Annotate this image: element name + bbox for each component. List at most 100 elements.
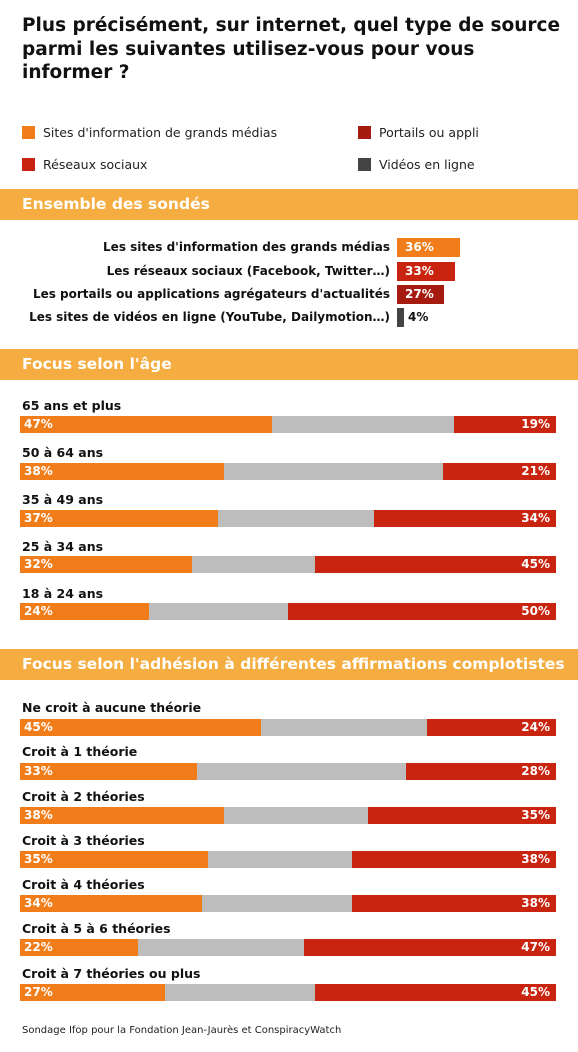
segment-value-label: 34% <box>521 511 550 525</box>
stacked-bar: 38% 35% <box>20 807 556 824</box>
group-label: 35 à 49 ans <box>22 492 104 507</box>
stacked-bar: 32% 45% <box>20 556 556 573</box>
segment-value-label: 35% <box>24 852 53 866</box>
ensemble-bar <box>397 238 460 257</box>
legend-swatch <box>358 158 371 171</box>
segment-reseaux-sociaux <box>454 416 556 433</box>
segment-value-label: 27% <box>24 985 53 999</box>
legend-label: Sites d'information de grands médias <box>43 125 278 140</box>
stacked-bar: 47% 19% <box>20 416 556 433</box>
segment-value-label: 24% <box>521 720 550 734</box>
segment-sites-medias <box>20 463 224 480</box>
segment-reseaux-sociaux <box>304 939 556 956</box>
ensemble-row-label: Les portails ou applications agrégateurs… <box>32 287 390 301</box>
segment-value-label: 45% <box>521 557 550 571</box>
segment-value-label: 45% <box>521 985 550 999</box>
segment-sites-medias <box>20 984 165 1001</box>
segment-value-label: 34% <box>24 896 53 910</box>
ensemble-bar <box>397 285 445 304</box>
segment-reseaux-sociaux <box>352 851 556 868</box>
ensemble-value-label: 27% <box>405 287 434 301</box>
segment-value-label: 35% <box>521 808 550 822</box>
segment-autres <box>207 851 353 868</box>
group-label: Croit à 5 à 6 théories <box>22 921 171 936</box>
segment-sites-medias <box>20 603 149 620</box>
segment-value-label: 38% <box>24 808 53 822</box>
section-header-complot: Focus selon l'adhésion à différentes aff… <box>0 649 578 680</box>
segment-value-label: 19% <box>521 417 550 431</box>
stacked-bar: 35% 38% <box>20 851 556 868</box>
group-label: 65 ans et plus <box>22 398 122 413</box>
stacked-bar: 22% 47% <box>20 939 556 956</box>
segment-value-label: 24% <box>24 604 53 618</box>
ensemble-row-label: Les sites de vidéos en ligne (YouTube, D… <box>29 310 390 324</box>
group-label: Croit à 3 théories <box>22 833 145 848</box>
legend-item-videos: Vidéos en ligne <box>358 157 475 172</box>
legend-swatch <box>22 126 35 139</box>
segment-autres <box>137 939 305 956</box>
group-label: Croit à 1 théorie <box>22 744 138 759</box>
segment-sites-medias <box>20 851 208 868</box>
source-note: Sondage Ifop pour la Fondation Jean-Jaur… <box>22 1025 342 1036</box>
segment-autres <box>202 895 353 912</box>
segment-reseaux-sociaux <box>373 510 556 527</box>
stacked-bar: 27% 45% <box>20 984 556 1001</box>
segment-sites-medias <box>20 510 219 527</box>
ensemble-value-label: 33% <box>405 264 434 278</box>
stacked-bar: 37% 34% <box>20 510 556 527</box>
group-label: 18 à 24 ans <box>22 586 104 601</box>
stacked-bar: 24% 50% <box>20 603 556 620</box>
segment-autres <box>223 807 369 824</box>
segment-autres <box>218 510 374 527</box>
segment-value-label: 47% <box>521 940 550 954</box>
segment-autres <box>148 603 288 620</box>
legend-item-portails: Portails ou appli <box>358 125 479 140</box>
legend-item-reseaux: Réseaux sociaux <box>22 157 147 172</box>
segment-autres <box>271 416 455 433</box>
stacked-bar: 34% 38% <box>20 895 556 912</box>
segment-sites-medias <box>20 719 262 736</box>
group-label: 50 à 64 ans <box>22 445 104 460</box>
segment-reseaux-sociaux <box>352 895 556 912</box>
legend-item-sites-medias: Sites d'information de grands médias <box>22 125 277 140</box>
ensemble-value-label: 4% <box>408 310 429 324</box>
segment-value-label: 38% <box>521 896 550 910</box>
ensemble-bar <box>397 308 404 327</box>
legend-swatch <box>22 158 35 171</box>
segment-autres <box>223 463 444 480</box>
group-label: Croit à 2 théories <box>22 789 145 804</box>
segment-value-label: 45% <box>24 720 53 734</box>
legend-swatch <box>358 126 371 139</box>
segment-sites-medias <box>20 763 197 780</box>
group-label: Croit à 4 théories <box>22 877 145 892</box>
segment-reseaux-sociaux <box>443 463 556 480</box>
section-header-ensemble: Ensemble des sondés <box>0 189 578 220</box>
segment-value-label: 50% <box>521 604 550 618</box>
group-label: Croit à 7 théories ou plus <box>22 966 201 981</box>
segment-value-label: 22% <box>24 940 53 954</box>
ensemble-value-label: 36% <box>405 240 434 254</box>
segment-sites-medias <box>20 939 138 956</box>
stacked-bar: 38% 21% <box>20 463 556 480</box>
segment-sites-medias <box>20 416 272 433</box>
segment-value-label: 28% <box>521 764 550 778</box>
segment-sites-medias <box>20 556 192 573</box>
group-label: 25 à 34 ans <box>22 539 104 554</box>
segment-reseaux-sociaux <box>368 807 556 824</box>
group-label: Ne croit à aucune théorie <box>22 700 202 715</box>
segment-autres <box>164 984 315 1001</box>
legend-label: Réseaux sociaux <box>43 157 148 172</box>
segment-value-label: 47% <box>24 417 53 431</box>
legend-label: Portails ou appli <box>379 125 479 140</box>
segment-reseaux-sociaux <box>314 556 556 573</box>
segment-autres <box>191 556 315 573</box>
segment-sites-medias <box>20 895 203 912</box>
section-header-age: Focus selon l'âge <box>0 349 578 380</box>
stacked-bar: 45% 24% <box>20 719 556 736</box>
ensemble-row-label: Les sites d'information des grands média… <box>103 240 390 254</box>
segment-value-label: 38% <box>24 464 53 478</box>
segment-value-label: 38% <box>521 852 550 866</box>
segment-sites-medias <box>20 807 224 824</box>
segment-autres <box>196 763 406 780</box>
ensemble-bar <box>397 262 455 281</box>
